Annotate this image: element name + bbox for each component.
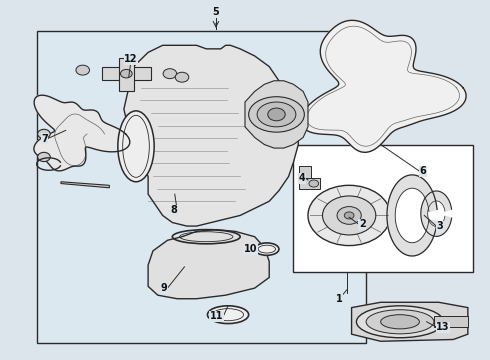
Polygon shape (421, 191, 452, 237)
Text: 5: 5 (213, 7, 220, 17)
Text: 4: 4 (299, 173, 306, 183)
Ellipse shape (366, 310, 434, 334)
Circle shape (344, 212, 354, 219)
Ellipse shape (381, 315, 419, 329)
Ellipse shape (258, 245, 275, 253)
Ellipse shape (122, 115, 149, 177)
Ellipse shape (207, 306, 248, 324)
Polygon shape (387, 175, 437, 256)
Polygon shape (102, 67, 150, 80)
Circle shape (322, 196, 376, 235)
Ellipse shape (213, 309, 244, 321)
Polygon shape (61, 182, 109, 188)
Bar (37, 31, 366, 343)
Polygon shape (124, 45, 298, 226)
Circle shape (337, 207, 361, 224)
Polygon shape (148, 230, 269, 299)
Circle shape (38, 152, 50, 162)
Polygon shape (34, 95, 130, 171)
Circle shape (163, 69, 177, 78)
Polygon shape (245, 81, 308, 148)
Circle shape (121, 69, 132, 78)
Text: 2: 2 (359, 219, 366, 229)
Text: 9: 9 (161, 283, 168, 293)
Polygon shape (301, 20, 466, 152)
Ellipse shape (356, 306, 443, 338)
Text: 1: 1 (336, 294, 343, 304)
Ellipse shape (255, 243, 279, 255)
Ellipse shape (257, 102, 296, 127)
Bar (294, 145, 473, 272)
Ellipse shape (248, 97, 304, 132)
Circle shape (268, 108, 285, 121)
Circle shape (38, 129, 50, 139)
Text: 13: 13 (437, 322, 450, 332)
Polygon shape (119, 58, 134, 91)
Circle shape (308, 185, 391, 246)
Text: 5: 5 (212, 7, 220, 17)
Circle shape (309, 180, 318, 187)
Text: 12: 12 (124, 54, 138, 64)
Polygon shape (299, 178, 320, 189)
Text: 8: 8 (171, 205, 177, 215)
Circle shape (76, 65, 90, 75)
Polygon shape (352, 302, 468, 341)
Text: 10: 10 (244, 244, 257, 254)
Text: 11: 11 (210, 311, 223, 321)
Text: 6: 6 (419, 166, 426, 176)
Text: 3: 3 (437, 221, 443, 231)
Polygon shape (299, 166, 311, 180)
Polygon shape (434, 316, 468, 327)
Ellipse shape (118, 111, 154, 182)
Text: 7: 7 (41, 134, 48, 144)
Circle shape (175, 72, 189, 82)
